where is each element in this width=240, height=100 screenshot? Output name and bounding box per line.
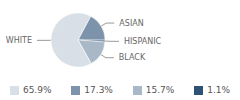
svg-text:BLACK: BLACK [119,53,146,62]
svg-text:HISPANIC: HISPANIC [124,37,162,46]
svg-text:WHITE: WHITE [6,36,32,45]
html-text:17.3%: 17.3% [84,85,113,95]
svg-text:ASIAN: ASIAN [119,19,143,28]
html-text:1.1%: 1.1% [207,85,230,95]
html-text:15.7%: 15.7% [145,85,175,95]
html-text:65.9%: 65.9% [22,85,52,95]
